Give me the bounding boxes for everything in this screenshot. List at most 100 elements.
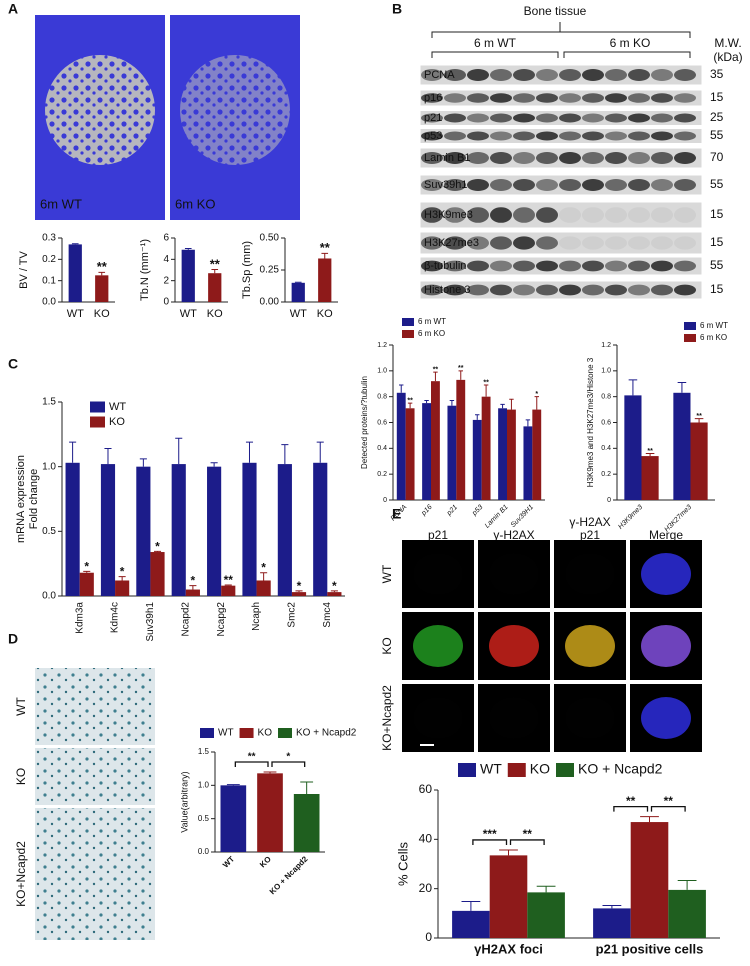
error-bar — [407, 402, 413, 409]
blot-band — [444, 113, 466, 123]
blot-band — [536, 131, 558, 141]
significance-bracket — [509, 839, 545, 845]
blot-band — [444, 93, 466, 103]
blot-mw: 70 — [710, 150, 724, 164]
significance: ** — [523, 827, 533, 841]
group-label: 6 m KO — [610, 36, 651, 50]
error-bar — [433, 371, 438, 382]
blot-band — [513, 69, 535, 81]
fluorescence-image — [554, 540, 626, 608]
error-bar — [640, 816, 659, 823]
significance: ** — [647, 448, 653, 455]
blot-band — [582, 236, 604, 250]
blot-band — [674, 131, 696, 141]
error-bar — [98, 271, 106, 276]
y-tick-label: 20 — [419, 881, 433, 895]
panel-letter: E — [392, 506, 401, 522]
x-tick-label: Ncapg2 — [216, 602, 227, 637]
y-tick-label: 1.5 — [42, 397, 56, 408]
error-bar — [294, 281, 302, 283]
blot-band — [651, 69, 673, 81]
image-row-label: WT — [380, 564, 394, 583]
y-axis-title: H3K9me3 and H3K27me3/Histone 3 — [586, 357, 595, 487]
image-column-label: γ-H2AX — [569, 515, 610, 529]
image-row-label: KO+Ncapd2 — [14, 841, 28, 907]
nucleus — [565, 625, 615, 667]
blot-band — [490, 207, 512, 223]
x-tick-label: KO — [94, 308, 110, 320]
mw-header: (kDa) — [713, 50, 742, 64]
image-column-label: p21 — [428, 528, 448, 542]
y-tick-label: 0 — [163, 297, 169, 308]
y-tick-label: 40 — [419, 832, 433, 846]
blot-band — [490, 93, 512, 103]
bar — [532, 409, 542, 500]
error-bar — [694, 418, 704, 423]
significance: ** — [97, 259, 108, 274]
blot-band — [513, 113, 535, 123]
y-tick-label: 60 — [419, 782, 433, 796]
legend-label: KO — [258, 728, 273, 739]
error-bar — [224, 584, 232, 586]
blot-band — [559, 113, 581, 123]
y-axis-title: Detected proteins/?tubulin — [360, 376, 369, 469]
significance-bracket — [613, 805, 649, 812]
significance: * — [191, 574, 196, 588]
blot-band — [421, 260, 443, 272]
blot-band — [490, 260, 512, 272]
blot-band — [444, 260, 466, 272]
y-tick-label: 0.5 — [198, 814, 210, 823]
x-tick-label: Suv39H1 — [510, 504, 535, 529]
nucleus — [641, 697, 691, 739]
significance: ** — [626, 794, 636, 808]
y-tick-label: 1.2 — [601, 342, 611, 349]
legend-swatch — [90, 416, 105, 428]
significance: ** — [458, 365, 464, 372]
x-tick-label: WT — [180, 308, 197, 320]
image-row-label: KO+Ncapd2 — [380, 685, 394, 751]
bar — [327, 592, 342, 596]
significance: ** — [210, 256, 221, 271]
stain-image — [35, 668, 155, 745]
legend-swatch — [402, 318, 414, 326]
legend-swatch — [507, 763, 526, 777]
significance: ** — [433, 367, 439, 374]
y-tick-label: 0 — [383, 497, 387, 504]
blot-band — [421, 113, 443, 123]
error-bar — [534, 396, 539, 410]
group-label: 6 m WT — [474, 36, 517, 50]
error-bar — [483, 384, 489, 397]
error-bar — [536, 885, 556, 893]
error-bar — [677, 381, 687, 393]
bar — [630, 822, 669, 938]
significance-bracket — [650, 805, 686, 812]
blot-band — [467, 152, 489, 164]
blot-band — [421, 93, 443, 103]
x-tick-label: WT — [67, 308, 84, 320]
bar — [456, 379, 466, 500]
blot-band — [559, 152, 581, 164]
blot-band — [513, 236, 535, 250]
bar — [257, 773, 283, 852]
y-tick-label: 1.0 — [198, 780, 210, 789]
y-tick-label: 1.0 — [601, 368, 611, 375]
blot-mw: 15 — [710, 235, 724, 249]
error-bar — [71, 243, 79, 245]
bar — [498, 408, 507, 500]
legend-label: KO + Ncapd2 — [296, 728, 357, 739]
blot-band — [628, 69, 650, 81]
blot-band — [559, 179, 581, 191]
significance: * — [120, 565, 125, 579]
x-tick-label: Kdm3a — [74, 602, 85, 634]
legend-swatch — [200, 728, 214, 738]
error-bar — [525, 419, 531, 427]
y-tick-label: 0.8 — [377, 394, 387, 401]
fluorescence-image — [402, 684, 474, 752]
nucleus — [489, 625, 539, 667]
x-tick-label: KO — [258, 855, 273, 870]
blot-mw: 35 — [710, 67, 724, 81]
blot-band — [628, 93, 650, 103]
bar — [171, 464, 186, 596]
y-axis-title: Tb.Sp (mm) — [241, 241, 253, 299]
significance: * — [286, 752, 290, 763]
